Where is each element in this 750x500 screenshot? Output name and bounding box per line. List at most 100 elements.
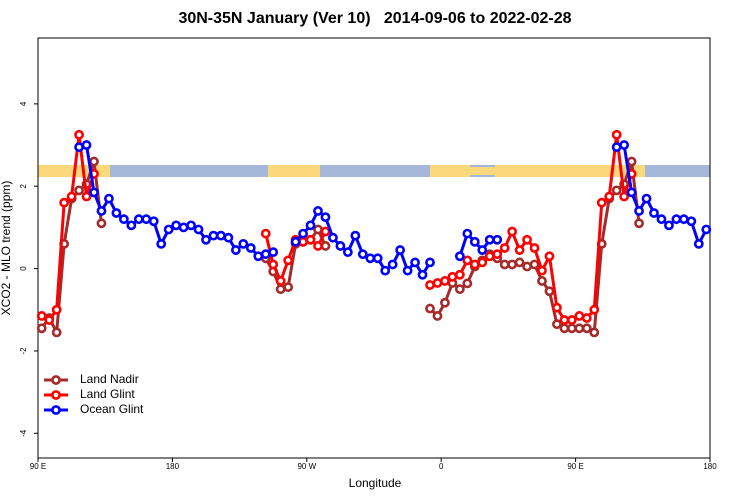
data-point bbox=[693, 238, 704, 249]
data-point bbox=[484, 234, 495, 245]
data-point bbox=[462, 255, 473, 266]
chart-title: 30N-35N January (Ver 10) 2014-09-06 to 2… bbox=[178, 10, 571, 27]
data-point bbox=[186, 220, 196, 231]
data-point bbox=[313, 224, 323, 235]
data-point bbox=[253, 251, 264, 262]
data-point bbox=[529, 243, 540, 253]
data-point bbox=[469, 259, 480, 270]
data-point bbox=[111, 208, 122, 218]
data-point bbox=[275, 284, 286, 295]
y-tick-label: 4 bbox=[19, 101, 28, 106]
data-point bbox=[283, 255, 294, 266]
data-point bbox=[492, 249, 503, 260]
data-point bbox=[171, 220, 182, 231]
data-point bbox=[432, 311, 443, 321]
data-point bbox=[634, 206, 644, 216]
data-point bbox=[245, 243, 256, 253]
data-point bbox=[193, 224, 204, 235]
land-band bbox=[268, 165, 320, 177]
data-point bbox=[163, 224, 174, 235]
data-point bbox=[260, 249, 271, 260]
data-point bbox=[514, 245, 525, 255]
data-point bbox=[589, 327, 600, 338]
data-point bbox=[410, 257, 420, 268]
land-band bbox=[430, 165, 470, 177]
land-ocean-strip bbox=[38, 165, 710, 177]
x-tick-label: 0 bbox=[439, 462, 444, 471]
data-point bbox=[477, 245, 488, 255]
data-point bbox=[365, 253, 376, 264]
data-point bbox=[544, 286, 555, 297]
data-point bbox=[537, 265, 547, 276]
data-point bbox=[126, 220, 137, 231]
x-axis-label: Longitude bbox=[349, 476, 402, 490]
y-axis-label: XCO2 - MLO trend (ppm) bbox=[0, 181, 13, 316]
data-point bbox=[178, 222, 189, 233]
data-point bbox=[566, 315, 577, 325]
data-point bbox=[492, 234, 503, 245]
data-point bbox=[619, 191, 630, 202]
data-point bbox=[320, 226, 331, 237]
data-point bbox=[559, 323, 570, 334]
data-point bbox=[477, 257, 488, 268]
x-tick-label: 90 E bbox=[567, 462, 583, 471]
data-point bbox=[664, 220, 674, 231]
data-point bbox=[350, 230, 361, 241]
data-point bbox=[96, 218, 107, 229]
data-point bbox=[425, 257, 435, 268]
x-tick-label: 90 E bbox=[30, 462, 46, 471]
legend-marker bbox=[51, 375, 61, 385]
y-tick-label: 2 bbox=[19, 183, 28, 188]
data-point bbox=[216, 230, 226, 241]
data-point bbox=[133, 214, 144, 225]
data-point bbox=[320, 241, 331, 251]
data-point bbox=[298, 236, 308, 247]
data-point bbox=[656, 214, 667, 225]
data-point bbox=[223, 232, 234, 243]
data-point bbox=[141, 214, 152, 225]
data-point bbox=[440, 297, 450, 308]
x-tick-label: 180 bbox=[703, 462, 717, 471]
data-point bbox=[118, 214, 129, 225]
y-tick-label: 0 bbox=[19, 266, 28, 271]
data-point bbox=[59, 197, 70, 208]
data-point bbox=[447, 271, 458, 282]
data-point bbox=[89, 156, 99, 167]
data-point bbox=[529, 259, 540, 270]
data-point bbox=[425, 303, 435, 314]
data-point bbox=[268, 247, 279, 258]
data-point bbox=[671, 214, 682, 225]
data-point bbox=[305, 234, 316, 245]
data-point bbox=[552, 302, 562, 313]
data-point bbox=[649, 208, 659, 218]
data-point bbox=[387, 259, 398, 270]
data-point bbox=[454, 251, 465, 262]
data-point bbox=[208, 230, 219, 241]
land-band bbox=[470, 167, 495, 175]
data-point bbox=[313, 241, 323, 251]
data-point bbox=[290, 236, 301, 247]
data-point bbox=[335, 241, 346, 251]
data-point bbox=[201, 234, 211, 245]
data-point bbox=[74, 185, 84, 196]
data-point bbox=[626, 156, 637, 167]
data-point bbox=[454, 269, 465, 280]
data-point bbox=[552, 319, 562, 330]
data-point bbox=[156, 238, 167, 249]
data-point bbox=[581, 313, 592, 323]
legend-marker bbox=[51, 390, 61, 400]
data-point bbox=[36, 311, 47, 321]
data-point bbox=[454, 284, 465, 295]
data-point bbox=[634, 218, 644, 229]
x-tick-label: 180 bbox=[166, 462, 180, 471]
data-point bbox=[499, 243, 510, 253]
data-point bbox=[596, 197, 607, 208]
data-point bbox=[305, 220, 316, 231]
data-point bbox=[440, 276, 450, 286]
data-point bbox=[544, 251, 555, 262]
data-point bbox=[619, 140, 630, 150]
data-point bbox=[380, 265, 391, 276]
data-point bbox=[342, 247, 353, 258]
data-point bbox=[678, 214, 689, 225]
